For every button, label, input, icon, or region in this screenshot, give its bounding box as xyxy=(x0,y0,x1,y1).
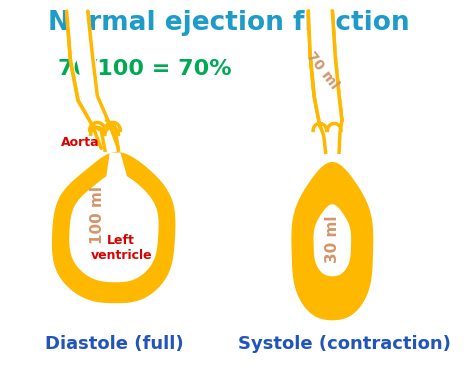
Polygon shape xyxy=(309,11,342,125)
Text: Systole (contraction): Systole (contraction) xyxy=(238,335,451,353)
Polygon shape xyxy=(70,174,158,282)
Text: 70 ml: 70 ml xyxy=(304,50,342,92)
Polygon shape xyxy=(67,11,107,130)
Text: Aorta: Aorta xyxy=(61,136,100,149)
Polygon shape xyxy=(292,163,373,320)
Polygon shape xyxy=(53,153,175,303)
Text: Diastole (full): Diastole (full) xyxy=(46,335,184,353)
Text: Normal ejection fraction: Normal ejection fraction xyxy=(48,10,410,36)
Text: Left
ventricle: Left ventricle xyxy=(91,233,152,262)
Polygon shape xyxy=(309,11,342,125)
Text: 30 ml: 30 ml xyxy=(325,216,340,263)
Text: 70/100 = 70%: 70/100 = 70% xyxy=(58,59,232,79)
Polygon shape xyxy=(314,205,350,276)
Text: 100 ml: 100 ml xyxy=(90,186,105,244)
